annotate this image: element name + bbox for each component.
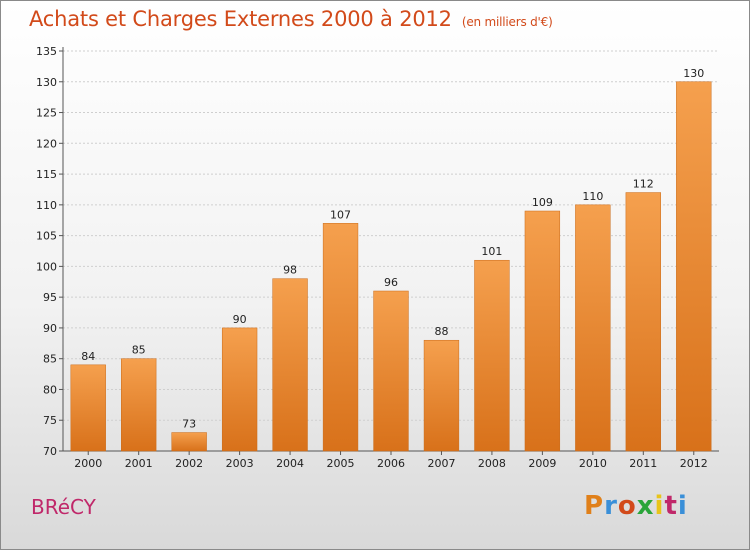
- y-tick-label: 130: [36, 76, 57, 89]
- value-label-2008: 101: [481, 245, 502, 258]
- x-tick-label-2003: 2003: [226, 457, 254, 470]
- bar-2004: [272, 278, 308, 452]
- y-tick-label: 80: [43, 383, 57, 396]
- x-tick-label-2006: 2006: [377, 457, 405, 470]
- x-tick-label-2007: 2007: [427, 457, 455, 470]
- value-label-2012: 130: [683, 67, 704, 80]
- value-label-2005: 107: [330, 208, 351, 221]
- y-tick-label: 95: [43, 291, 57, 304]
- x-tick-label-2011: 2011: [629, 457, 657, 470]
- x-tick-label-2010: 2010: [579, 457, 607, 470]
- value-label-2009: 109: [532, 196, 553, 209]
- y-tick-label: 115: [36, 168, 57, 181]
- logo-letter: x: [636, 491, 655, 521]
- y-tick-label: 70: [43, 445, 57, 458]
- bar-2000: [70, 364, 106, 452]
- logo-letter: t: [664, 491, 678, 521]
- x-tick-label-2002: 2002: [175, 457, 203, 470]
- value-label-2003: 90: [233, 313, 247, 326]
- y-tick-label: 105: [36, 230, 57, 243]
- bar-2005: [322, 223, 359, 452]
- value-label-2000: 84: [81, 350, 95, 363]
- bar-2007: [423, 339, 460, 452]
- value-label-2002: 73: [182, 418, 196, 431]
- bar-2012: [676, 81, 712, 452]
- value-label-2010: 110: [582, 190, 603, 203]
- x-tick-label-2008: 2008: [478, 457, 506, 470]
- y-tick-label: 85: [43, 353, 57, 366]
- y-tick-label: 75: [43, 414, 57, 427]
- bar-2008: [474, 259, 510, 452]
- y-tick-label: 120: [36, 137, 57, 150]
- logo-letter: P: [584, 491, 605, 521]
- x-tick-label-2000: 2000: [74, 457, 102, 470]
- y-tick-label: 135: [36, 45, 57, 58]
- x-tick-label-2001: 2001: [125, 457, 153, 470]
- bar-2001: [121, 358, 157, 452]
- bar-2011: [625, 192, 661, 452]
- proxiti-logo[interactable]: Proxiti: [584, 491, 688, 521]
- value-label-2011: 112: [633, 178, 654, 191]
- bar-2006: [373, 290, 409, 452]
- bar-2002: [171, 432, 207, 452]
- value-label-2004: 98: [283, 264, 297, 277]
- place-name: BRéCY: [31, 495, 96, 519]
- logo-letter: o: [617, 491, 637, 521]
- x-tick-label-2005: 2005: [327, 457, 355, 470]
- bar-2009: [524, 210, 561, 452]
- bars: [70, 81, 712, 452]
- y-tick-label: 125: [36, 107, 57, 120]
- bar-2003: [221, 327, 258, 452]
- bar-2010: [575, 204, 611, 452]
- chart-title-text: Achats et Charges Externes 2000 à 2012: [29, 7, 452, 31]
- logo-letter: i: [677, 491, 688, 521]
- y-tick-label: 110: [36, 199, 57, 212]
- logo-letter: r: [604, 491, 618, 521]
- chart-unit: (en milliers d'€): [461, 15, 553, 29]
- chart-title: Achats et Charges Externes 2000 à 2012 (e…: [29, 7, 553, 31]
- labels: 70 75 80 85 90 95 100 105 110 115 120 125 130 135 84 20…: [36, 45, 708, 470]
- value-label-2006: 96: [384, 276, 398, 289]
- value-label-2001: 85: [132, 344, 146, 357]
- logo-letter: i: [654, 491, 665, 521]
- x-tick-label-2004: 2004: [276, 457, 304, 470]
- x-tick-label-2009: 2009: [528, 457, 556, 470]
- value-label-2007: 88: [434, 325, 448, 338]
- y-tick-label: 100: [36, 260, 57, 273]
- x-tick-label-2012: 2012: [680, 457, 708, 470]
- y-tick-label: 90: [43, 322, 57, 335]
